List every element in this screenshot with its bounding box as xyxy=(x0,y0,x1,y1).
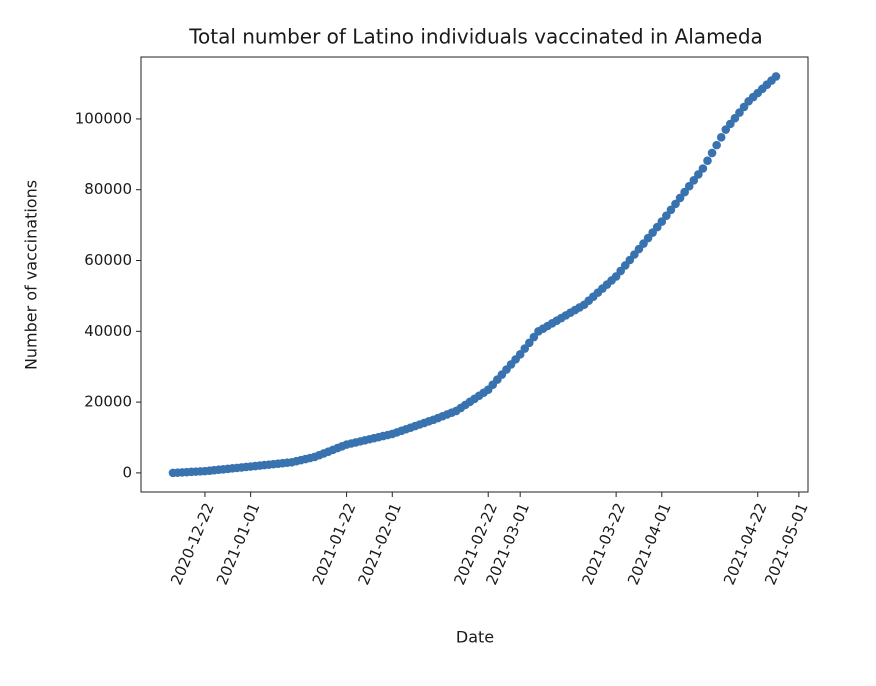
point xyxy=(520,344,530,353)
x-axis-label: Date xyxy=(456,628,494,647)
point xyxy=(515,350,525,359)
point xyxy=(716,133,726,142)
x-tick-label: 2021-03-22 xyxy=(578,500,629,587)
y-tick-label: 20000 xyxy=(84,393,132,411)
point xyxy=(689,175,699,185)
point xyxy=(771,72,781,81)
point xyxy=(525,338,534,348)
x-tick-label: 2020-12-22 xyxy=(167,500,218,587)
point xyxy=(657,217,667,226)
x-tick-label: 2021-04-01 xyxy=(624,500,675,587)
point xyxy=(671,199,680,209)
point xyxy=(698,164,708,173)
y-tick-label: 80000 xyxy=(84,180,132,198)
point xyxy=(694,170,703,179)
x-tick-label: 2021-02-01 xyxy=(354,500,405,587)
point xyxy=(712,140,721,150)
point xyxy=(680,187,689,197)
x-tick-label: 2021-05-01 xyxy=(761,500,812,587)
y-tick-label: 100000 xyxy=(75,109,132,127)
y-tick-label: 40000 xyxy=(84,322,132,340)
point xyxy=(703,156,712,166)
y-axis-label: Number of vaccinations xyxy=(22,180,41,370)
plot-frame xyxy=(140,56,809,493)
point xyxy=(684,181,694,191)
point xyxy=(529,332,539,342)
y-tick-label: 0 xyxy=(122,463,132,481)
y-tick-label: 60000 xyxy=(84,251,132,269)
x-tick-label: 2021-01-22 xyxy=(309,500,360,587)
point xyxy=(666,205,676,215)
point xyxy=(675,193,685,203)
point xyxy=(662,211,671,220)
point xyxy=(707,148,717,158)
chart-title: Total number of Latino individuals vacci… xyxy=(188,25,763,49)
x-tick-label: 2021-01-01 xyxy=(213,500,264,587)
